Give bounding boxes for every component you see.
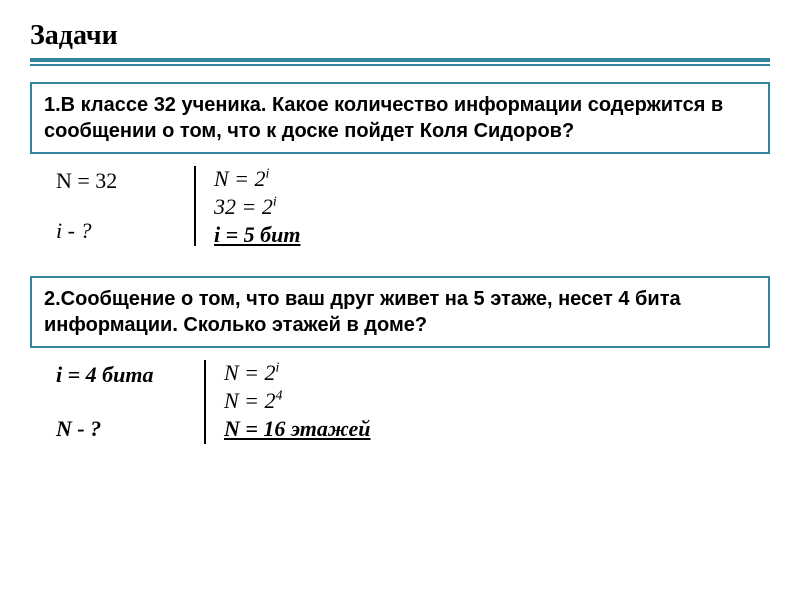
given-i-2: i = 4 бита: [56, 360, 186, 388]
formula-line-1: N = 2i: [214, 166, 300, 192]
formula-line-2-1: N = 2i: [224, 360, 371, 386]
solution-1-given: N = 32 i - ?: [56, 166, 196, 246]
answer-2: N = 16 этажей: [224, 416, 371, 442]
formula-line-2-2: N = 24: [224, 388, 371, 414]
given-i: i - ?: [56, 218, 176, 246]
title-rule-thick: [30, 58, 770, 62]
given-n: N = 32: [56, 166, 176, 194]
title-rule-thin: [30, 64, 770, 66]
solution-2-work: N = 2i N = 24 N = 16 этажей: [206, 360, 371, 442]
page-title: Задачи: [30, 20, 770, 52]
formula-line-2: 32 = 2i: [214, 194, 300, 220]
problem-2-box: 2.Сообщение о том, что ваш друг живет на…: [30, 276, 770, 348]
answer-1: i = 5 бит: [214, 222, 300, 248]
solution-2-given: i = 4 бита N - ?: [56, 360, 206, 444]
given-n-2: N - ?: [56, 416, 186, 444]
solution-1: N = 32 i - ? N = 2i 32 = 2i i = 5 бит: [30, 166, 770, 248]
solution-1-work: N = 2i 32 = 2i i = 5 бит: [196, 166, 300, 248]
solution-2: i = 4 бита N - ? N = 2i N = 24 N = 16 эт…: [30, 360, 770, 444]
problem-1-box: 1.В классе 32 ученика. Какое количество …: [30, 82, 770, 154]
